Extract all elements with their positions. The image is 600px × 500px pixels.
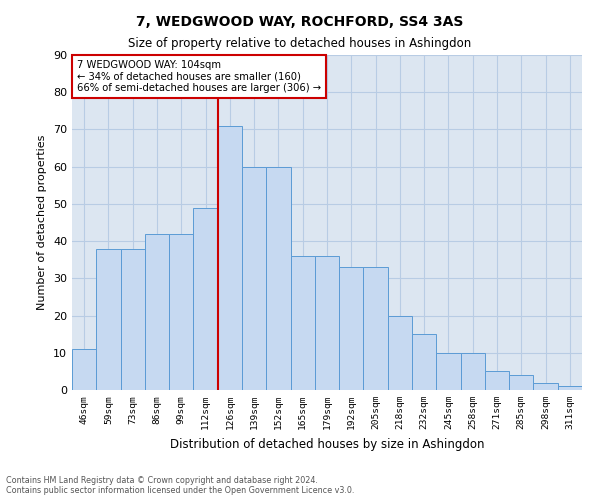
Bar <box>121 248 145 390</box>
Bar <box>193 208 218 390</box>
Bar <box>169 234 193 390</box>
Bar <box>242 166 266 390</box>
Bar <box>533 382 558 390</box>
Text: 7 WEDGWOOD WAY: 104sqm
← 34% of detached houses are smaller (160)
66% of semi-de: 7 WEDGWOOD WAY: 104sqm ← 34% of detached… <box>77 60 321 93</box>
Bar <box>388 316 412 390</box>
Bar <box>339 267 364 390</box>
Text: Contains HM Land Registry data © Crown copyright and database right 2024.
Contai: Contains HM Land Registry data © Crown c… <box>6 476 355 495</box>
Bar <box>461 353 485 390</box>
Bar <box>558 386 582 390</box>
Bar <box>218 126 242 390</box>
Bar <box>485 372 509 390</box>
Bar <box>412 334 436 390</box>
Bar <box>145 234 169 390</box>
Bar <box>266 166 290 390</box>
Bar <box>315 256 339 390</box>
Text: Size of property relative to detached houses in Ashingdon: Size of property relative to detached ho… <box>128 38 472 51</box>
Bar <box>509 375 533 390</box>
Bar <box>364 267 388 390</box>
X-axis label: Distribution of detached houses by size in Ashingdon: Distribution of detached houses by size … <box>170 438 484 450</box>
Bar <box>290 256 315 390</box>
Bar <box>436 353 461 390</box>
Bar <box>96 248 121 390</box>
Text: 7, WEDGWOOD WAY, ROCHFORD, SS4 3AS: 7, WEDGWOOD WAY, ROCHFORD, SS4 3AS <box>136 15 464 29</box>
Bar <box>72 349 96 390</box>
Y-axis label: Number of detached properties: Number of detached properties <box>37 135 47 310</box>
